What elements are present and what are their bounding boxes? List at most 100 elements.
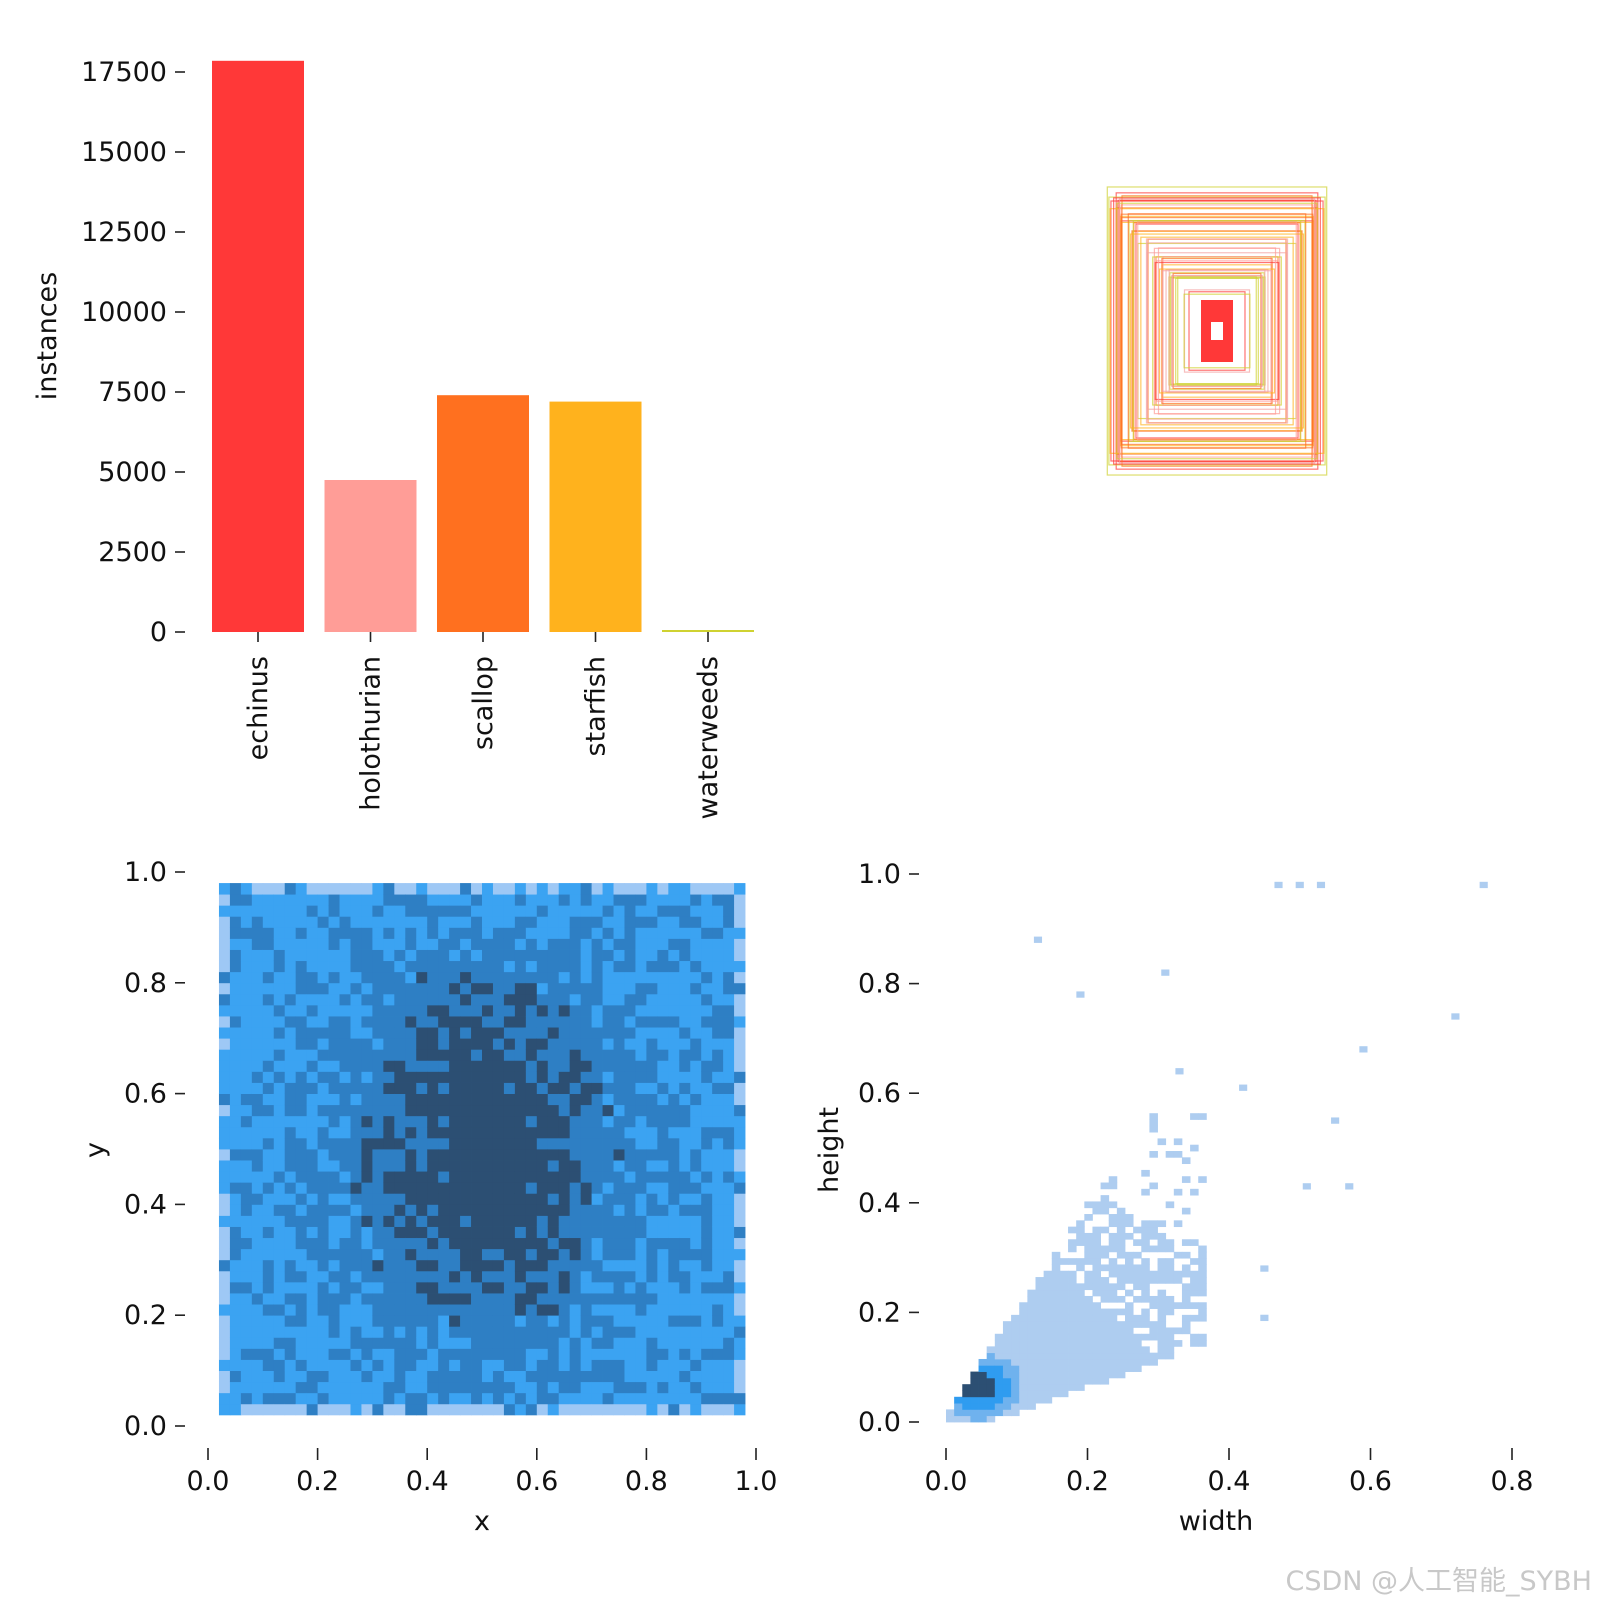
xy-cell: [536, 1226, 549, 1239]
wh-cell: [1149, 1226, 1158, 1234]
xy-cell: [372, 1304, 384, 1316]
xy-cell: [624, 1237, 636, 1250]
xy-cell: [503, 971, 516, 984]
xy-cell: [471, 1115, 483, 1128]
wh-cell: [1068, 1245, 1077, 1253]
xy-cell: [591, 1281, 603, 1294]
xy-cell: [416, 894, 428, 906]
xy-cell: [635, 971, 647, 984]
xy-cell: [591, 1337, 603, 1349]
xy-cell: [492, 1171, 505, 1183]
xy-cell: [734, 1226, 746, 1239]
xy-cell: [361, 905, 373, 917]
label-box: [1106, 186, 1328, 476]
xy-cell: [438, 1403, 450, 1416]
xy-cell: [405, 1149, 417, 1161]
wh-cell: [1019, 1352, 1028, 1360]
xy-cell: [569, 1293, 582, 1305]
xy-cell: [701, 1016, 713, 1028]
wh-cell: [994, 1371, 1004, 1379]
wh-cell: [1149, 1125, 1158, 1133]
xy-cell: [701, 1248, 713, 1261]
xy-cell: [295, 1126, 308, 1139]
xy-cell: [251, 1326, 264, 1338]
xy-cell: [405, 1016, 417, 1028]
xy-cell: [460, 1016, 472, 1028]
xy-cell: [350, 1392, 362, 1405]
xy-cell: [471, 1016, 483, 1028]
xy-cell: [690, 1403, 702, 1416]
wh-cell: [1108, 1321, 1118, 1328]
xy-cell: [449, 1370, 461, 1383]
xy-cell: [449, 1215, 461, 1227]
wh-cell: [1116, 1245, 1126, 1253]
xy-cell: [460, 982, 472, 995]
wh-cell: [1076, 1384, 1085, 1391]
xy-cell: [701, 1259, 713, 1272]
xy-cell: [558, 1315, 571, 1327]
xy-cell: [251, 1160, 264, 1172]
xy-cell: [361, 1038, 373, 1050]
xy-cell: [438, 1027, 450, 1039]
xy-cell: [591, 1270, 603, 1283]
xy-cell: [240, 1171, 253, 1183]
xy-cell: [438, 1004, 450, 1017]
xy-cell: [350, 1381, 362, 1394]
xy-cell: [460, 938, 472, 950]
xy-cell: [712, 1204, 724, 1216]
xy-cell: [547, 1060, 560, 1072]
xy-cell: [712, 1004, 724, 1017]
wh-cell: [986, 1415, 996, 1423]
xy-cell: [262, 1049, 275, 1061]
label-box: [1129, 233, 1305, 429]
wh-cell: [1124, 1358, 1134, 1366]
xy-cell: [438, 905, 450, 917]
xy-cell: [503, 1027, 516, 1039]
xy-cell: [701, 1160, 713, 1172]
xy-cell: [394, 894, 406, 906]
xy-cell: [295, 916, 308, 928]
wh-cell: [1076, 1302, 1085, 1309]
xy-cell: [525, 1093, 538, 1106]
xy-cell: [514, 1370, 527, 1383]
xy-cell: [218, 1337, 231, 1349]
wh-cell: [1157, 1239, 1167, 1246]
xy-cell: [471, 1337, 483, 1349]
xy-cell: [240, 1304, 253, 1316]
xy-cell: [438, 1060, 450, 1072]
wh-cell: [978, 1396, 988, 1404]
xy-cell: [350, 1060, 362, 1072]
width-height-heatmap: 0.0 0.2 0.4 0.6 0.80.00.20.40.60.81.0 width …: [814, 859, 1533, 1537]
wh-cell: [1133, 1283, 1142, 1291]
xy-cell: [602, 1149, 614, 1161]
xy-cell: [569, 1093, 582, 1106]
xy-cell: [525, 993, 538, 1006]
xy-cell: [394, 1182, 406, 1194]
xy-cell: [580, 1115, 592, 1128]
xy-cell: [536, 1348, 549, 1360]
xy-cell: [471, 1126, 483, 1139]
xy-cell: [657, 1126, 669, 1139]
wh-cell: [1084, 1377, 1093, 1385]
xy-cell: [624, 982, 636, 995]
xy-cell: [613, 883, 625, 895]
xy-cell: [701, 938, 713, 950]
wh-cell: [1173, 1277, 1183, 1284]
xy-cell: [427, 905, 439, 917]
xy-cell: [482, 1293, 494, 1305]
xy-cell: [525, 1381, 538, 1394]
xy-cell: [427, 1381, 439, 1394]
xy-cell: [251, 1304, 264, 1316]
wh-cell: [1027, 1327, 1036, 1335]
xy-cell: [405, 1370, 417, 1383]
xy-cell: [492, 1115, 505, 1128]
xy-cell: [218, 1093, 231, 1106]
xy-cell: [547, 960, 560, 973]
wh-cell: [1092, 1321, 1101, 1328]
xy-cell: [383, 1326, 395, 1338]
xy-cell: [372, 1204, 384, 1216]
wh-cell: [1133, 1346, 1142, 1354]
xy-cell: [273, 1293, 286, 1305]
xy-cell: [482, 1093, 494, 1106]
xy-cell: [580, 894, 592, 906]
